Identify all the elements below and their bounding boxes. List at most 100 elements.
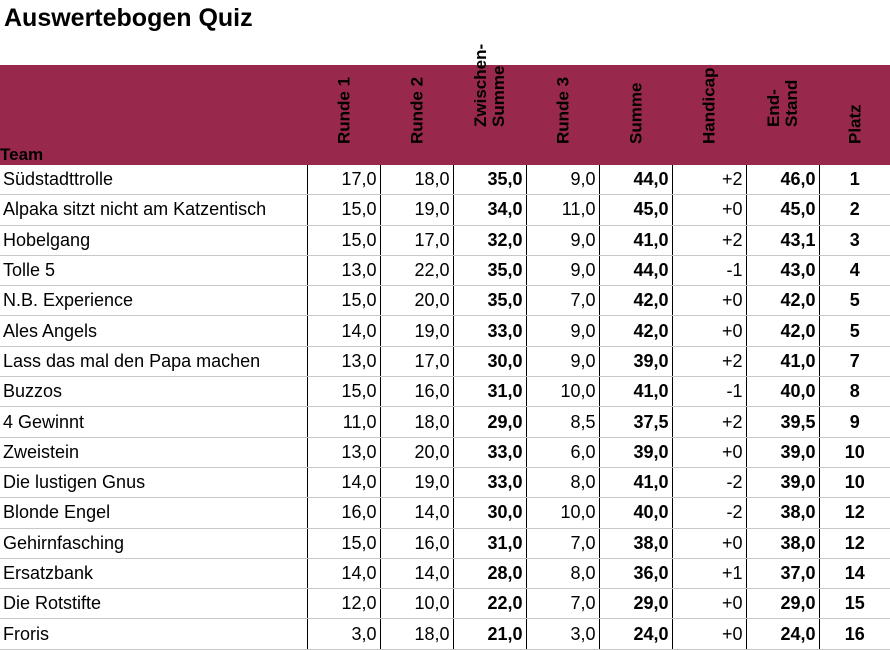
- platz-cell: 14: [819, 558, 890, 590]
- platz-cell: 9: [819, 406, 890, 438]
- header-summe: Summe: [599, 65, 672, 165]
- summe-cell: 44,0: [599, 255, 673, 287]
- results-table: Team Runde 1 Runde 2 Zwischen- Summe Rund…: [0, 44, 890, 650]
- summe-cell: 41,0: [599, 376, 673, 408]
- zwischensumme-cell: 33,0: [453, 467, 527, 499]
- handicap-cell: +0: [672, 194, 747, 226]
- header-runde2: Runde 2: [380, 65, 453, 165]
- runde3-cell: 9,0: [526, 225, 600, 256]
- platz-cell: 5: [819, 285, 890, 317]
- platz-cell: 8: [819, 376, 890, 408]
- summe-cell: 38,0: [599, 528, 673, 559]
- runde1-cell: 17,0: [307, 165, 381, 196]
- runde1-cell: 16,0: [307, 497, 381, 529]
- runde1-cell: 13,0: [307, 437, 381, 468]
- handicap-cell: +0: [672, 528, 747, 559]
- runde3-cell: 7,0: [526, 285, 600, 317]
- handicap-cell: -2: [672, 467, 747, 499]
- runde1-cell: 15,0: [307, 528, 381, 559]
- team-cell: Alpaka sitzt nicht am Katzentisch: [0, 194, 308, 226]
- summe-cell: 42,0: [599, 285, 673, 317]
- platz-cell: 5: [819, 315, 890, 347]
- summe-cell: 41,0: [599, 467, 673, 499]
- summe-cell: 45,0: [599, 194, 673, 226]
- team-cell: N.B. Experience: [0, 285, 308, 317]
- table-row: Hobelgang 15,0 17,0 32,0 9,0 41,0 +2 43,1 3: [0, 225, 890, 256]
- runde3-cell: 9,0: [526, 346, 600, 378]
- zwischensumme-cell: 31,0: [453, 528, 527, 559]
- handicap-cell: +0: [672, 315, 747, 347]
- zwischensumme-cell: 31,0: [453, 376, 527, 408]
- runde1-cell: 13,0: [307, 255, 381, 287]
- table-row: Alpaka sitzt nicht am Katzentisch 15,0 19,…: [0, 194, 890, 226]
- team-cell: Lass das mal den Papa machen: [0, 346, 308, 378]
- zwischensumme-cell: 29,0: [453, 406, 527, 438]
- team-cell: Zweistein: [0, 437, 308, 468]
- header-team: Team: [0, 65, 307, 165]
- endstand-cell: 45,0: [746, 194, 820, 226]
- runde1-cell: 13,0: [307, 346, 381, 378]
- platz-cell: 7: [819, 346, 890, 378]
- runde1-cell: 15,0: [307, 225, 381, 256]
- runde2-cell: 16,0: [380, 376, 454, 408]
- runde1-cell: 14,0: [307, 467, 381, 499]
- runde1-cell: 14,0: [307, 315, 381, 347]
- summe-cell: 40,0: [599, 497, 673, 529]
- table-row: Gehirnfasching 15,0 16,0 31,0 7,0 38,0 +0 38,0 1…: [0, 528, 890, 559]
- handicap-cell: -2: [672, 497, 747, 529]
- team-cell: Blonde Engel: [0, 497, 308, 529]
- team-cell: Ersatzbank: [0, 558, 308, 590]
- endstand-cell: 24,0: [746, 618, 820, 650]
- handicap-cell: +2: [672, 406, 747, 438]
- endstand-cell: 42,0: [746, 315, 820, 347]
- table-row: Ersatzbank 14,0 14,0 28,0 8,0 36,0 +1 37,0 14: [0, 558, 890, 590]
- runde2-cell: 14,0: [380, 558, 454, 590]
- platz-cell: 1: [819, 165, 890, 196]
- header-handicap: Handicap: [672, 65, 746, 165]
- endstand-cell: 39,0: [746, 437, 820, 468]
- endstand-cell: 43,0: [746, 255, 820, 287]
- runde3-cell: 8,0: [526, 467, 600, 499]
- platz-cell: 3: [819, 225, 890, 256]
- zwischensumme-cell: 32,0: [453, 225, 527, 256]
- platz-cell: 15: [819, 588, 890, 620]
- endstand-cell: 46,0: [746, 165, 820, 196]
- runde2-cell: 17,0: [380, 225, 454, 256]
- team-cell: Ales Angels: [0, 315, 308, 347]
- runde2-cell: 19,0: [380, 467, 454, 499]
- table-row: Tolle 5 13,0 22,0 35,0 9,0 44,0 -1 43,0 4: [0, 255, 890, 287]
- team-cell: Die lustigen Gnus: [0, 467, 308, 499]
- runde3-cell: 8,5: [526, 406, 600, 438]
- runde1-cell: 12,0: [307, 588, 381, 620]
- summe-cell: 39,0: [599, 346, 673, 378]
- handicap-cell: -1: [672, 255, 747, 287]
- team-cell: Südstadttrolle: [0, 165, 308, 196]
- table-row: Blonde Engel 16,0 14,0 30,0 10,0 40,0 -2 38,0 12: [0, 497, 890, 529]
- platz-cell: 16: [819, 618, 890, 650]
- summe-cell: 42,0: [599, 315, 673, 347]
- runde1-cell: 15,0: [307, 285, 381, 317]
- zwischensumme-cell: 28,0: [453, 558, 527, 590]
- summe-cell: 44,0: [599, 165, 673, 196]
- zwischensumme-cell: 22,0: [453, 588, 527, 620]
- endstand-cell: 40,0: [746, 376, 820, 408]
- header-runde1: Runde 1: [307, 65, 380, 165]
- team-cell: 4 Gewinnt: [0, 406, 308, 438]
- runde3-cell: 9,0: [526, 315, 600, 347]
- runde2-cell: 20,0: [380, 285, 454, 317]
- runde2-cell: 14,0: [380, 497, 454, 529]
- handicap-cell: +0: [672, 588, 747, 620]
- summe-cell: 36,0: [599, 558, 673, 590]
- team-cell: Die Rotstifte: [0, 588, 308, 620]
- runde3-cell: 9,0: [526, 255, 600, 287]
- table-row: Die lustigen Gnus 14,0 19,0 33,0 8,0 41,0 -2 39…: [0, 467, 890, 499]
- platz-cell: 10: [819, 437, 890, 468]
- zwischensumme-cell: 21,0: [453, 618, 527, 650]
- platz-cell: 2: [819, 194, 890, 226]
- table-row: 4 Gewinnt 11,0 18,0 29,0 8,5 37,5 +2 39,5 9: [0, 406, 890, 438]
- zwischensumme-cell: 30,0: [453, 497, 527, 529]
- endstand-cell: 29,0: [746, 588, 820, 620]
- team-cell: Gehirnfasching: [0, 528, 308, 559]
- runde2-cell: 20,0: [380, 437, 454, 468]
- runde1-cell: 11,0: [307, 406, 381, 438]
